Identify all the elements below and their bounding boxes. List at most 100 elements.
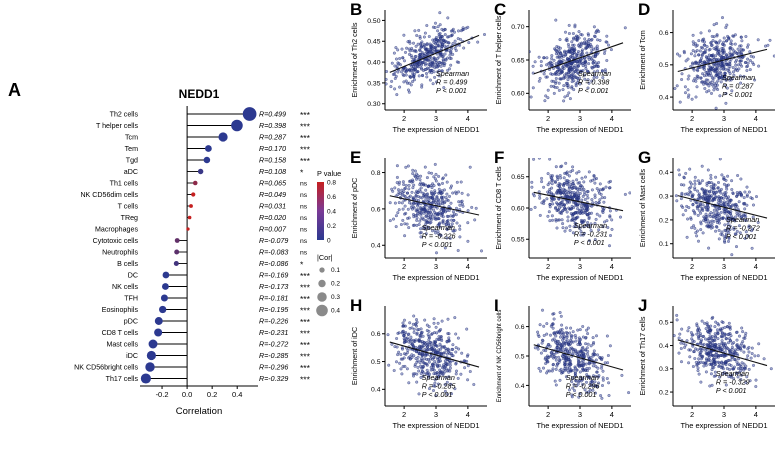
- correlation-dot: [174, 238, 180, 243]
- correlation-dot: [186, 227, 190, 231]
- y-tick-label: 0.40: [367, 59, 380, 66]
- axes: 0.55 0.60 0.65 2 3 4: [511, 158, 631, 271]
- annotation-line: Spearman: [578, 69, 611, 78]
- x-axis-title: The expression of NEDD1: [392, 421, 479, 430]
- scatter-svg-G: 0.1 0.2 0.3 0.4 2 3 4 Enrichment of Mast cells T…: [638, 158, 775, 282]
- correlation-dot: [197, 168, 204, 175]
- cell-type-label: Tcm: [125, 133, 138, 141]
- annotation-line: R = -0.226: [422, 232, 456, 241]
- cell-type-label: aDC: [124, 168, 138, 176]
- significance-label: ns: [300, 238, 308, 245]
- y-tick-label: 0.6: [659, 30, 669, 37]
- x-tick-label: 3: [578, 410, 582, 419]
- y-tick-label: 0.65: [511, 57, 524, 64]
- x-tick-label: 3: [722, 410, 726, 419]
- r-value-label: R=0.020: [259, 214, 286, 222]
- x-tick-label: 3: [434, 114, 438, 123]
- regression-line: [389, 341, 480, 368]
- annotation-line: Spearman: [716, 369, 749, 378]
- annotation-line: P < 0.001: [574, 238, 605, 247]
- correlation-dot: [218, 132, 228, 142]
- axes: 0.30 0.35 0.40 0.45 0.50 2 3 4: [367, 10, 487, 123]
- cell-type-label: T helper cells: [96, 122, 139, 130]
- correlation-dot: [242, 107, 257, 121]
- scatter-svg-F: 0.55 0.60 0.65 2 3 4 Enrichment of CD8 T cells…: [494, 158, 631, 282]
- axes: 0.4 0.6 0.8 2 3 4: [371, 158, 487, 271]
- x-tick-label: 2: [690, 410, 694, 419]
- significance-label: ***: [300, 340, 311, 350]
- annotation-line: Spearman: [436, 69, 469, 78]
- lollipop-chart-A: NEDD1 -0.2 0.0 0.2 0.4 Correlation Th2 cells R=…: [4, 84, 348, 444]
- x-tick-label: 2: [402, 410, 406, 419]
- x-tick-label: 4: [610, 114, 614, 123]
- annotation-line: R = 0.287: [722, 82, 754, 91]
- cell-type-label: T cells: [118, 202, 139, 210]
- r-value-label: R=-0.173: [259, 283, 288, 291]
- cell-type-label: Th2 cells: [110, 110, 139, 118]
- significance-label: ***: [300, 375, 311, 385]
- regression-line: [677, 48, 768, 73]
- cell-type-label: NK cells: [112, 283, 138, 291]
- cell-type-label: Tgd: [126, 156, 138, 164]
- scatter-chart-H: 0.4 0.5 0.6 2 3 4 Enrichment of iDC The express…: [348, 296, 491, 444]
- x-axis-title: Correlation: [176, 406, 222, 417]
- significance-label: *: [300, 260, 304, 270]
- significance-label: ***: [300, 122, 311, 132]
- y-tick-label: 0.60: [511, 91, 524, 98]
- y-axis-title: Enrichment of Th17 cells: [638, 316, 647, 395]
- significance-label: ns: [300, 192, 308, 199]
- correlation-dot: [187, 215, 192, 220]
- y-tick-label: 0.5: [515, 353, 525, 360]
- r-value-label: R=-0.226: [259, 317, 288, 325]
- y-axis-title: Enrichment of NK CD56bright cells: [497, 310, 503, 403]
- cor-legend-dot: [316, 304, 328, 317]
- correlation-dot: [160, 294, 168, 302]
- cell-type-label: Th17 cells: [106, 375, 139, 383]
- axes: 0.4 0.5 0.6 2 3 4: [371, 306, 487, 419]
- scatter-chart-I: 0.4 0.5 0.6 2 3 4 Enrichment of NK CD56bright …: [492, 296, 635, 444]
- annotation-line: Spearman: [422, 223, 455, 232]
- lollipop-svg: NEDD1 -0.2 0.0 0.2 0.4 Correlation Th2 cells R=…: [74, 87, 341, 417]
- significance-label: ***: [300, 145, 311, 155]
- y-tick-label: 0.6: [515, 324, 525, 331]
- x-axis-title: The expression of NEDD1: [392, 273, 479, 282]
- correlation-dot: [162, 271, 170, 279]
- r-value-label: R=-0.195: [259, 306, 288, 314]
- lollipop-title: NEDD1: [179, 87, 220, 101]
- annotation-line: R = 0.398: [578, 78, 609, 87]
- points-layer: [386, 314, 476, 398]
- correlation-dot: [192, 180, 198, 186]
- annotation-line: P < 0.001: [422, 390, 453, 399]
- panel-label-F: F: [494, 148, 505, 167]
- significance-label: ***: [300, 294, 311, 304]
- cor-legend-dot: [317, 292, 327, 302]
- regression-line: [677, 195, 768, 219]
- panel-label-D: D: [638, 0, 651, 19]
- annotation-line: R = -0.296: [566, 382, 600, 391]
- correlation-dot: [145, 362, 155, 372]
- annotation-line: P < 0.001: [422, 240, 453, 249]
- correlation-dot: [205, 145, 212, 152]
- points-layer: [385, 11, 486, 97]
- y-axis-title: Enrichment of Tcm: [638, 30, 647, 89]
- r-value-label: R=0.049: [259, 191, 286, 199]
- scatter-chart-D: 0.4 0.5 0.6 2 3 4 Enrichment of Tcm The express…: [636, 0, 779, 148]
- cell-type-label: DC: [128, 271, 138, 279]
- x-axis-title: The expression of NEDD1: [680, 125, 767, 134]
- r-value-label: R=0.158: [259, 156, 286, 164]
- x-tick-label: 2: [402, 114, 406, 123]
- annotation-line: P < 0.001: [716, 386, 747, 395]
- annotation-line: R = -0.329: [716, 378, 750, 387]
- axes: 0.60 0.65 0.70 2 3 4: [511, 10, 631, 123]
- significance-label: ***: [300, 271, 311, 281]
- x-tick-label: 2: [546, 410, 550, 419]
- pvalue-legend-title: P value: [317, 169, 341, 178]
- r-value-label: R=0.065: [259, 179, 286, 187]
- points-layer: [674, 158, 760, 257]
- significance-label: *: [300, 168, 304, 178]
- significance-label: ns: [300, 180, 308, 187]
